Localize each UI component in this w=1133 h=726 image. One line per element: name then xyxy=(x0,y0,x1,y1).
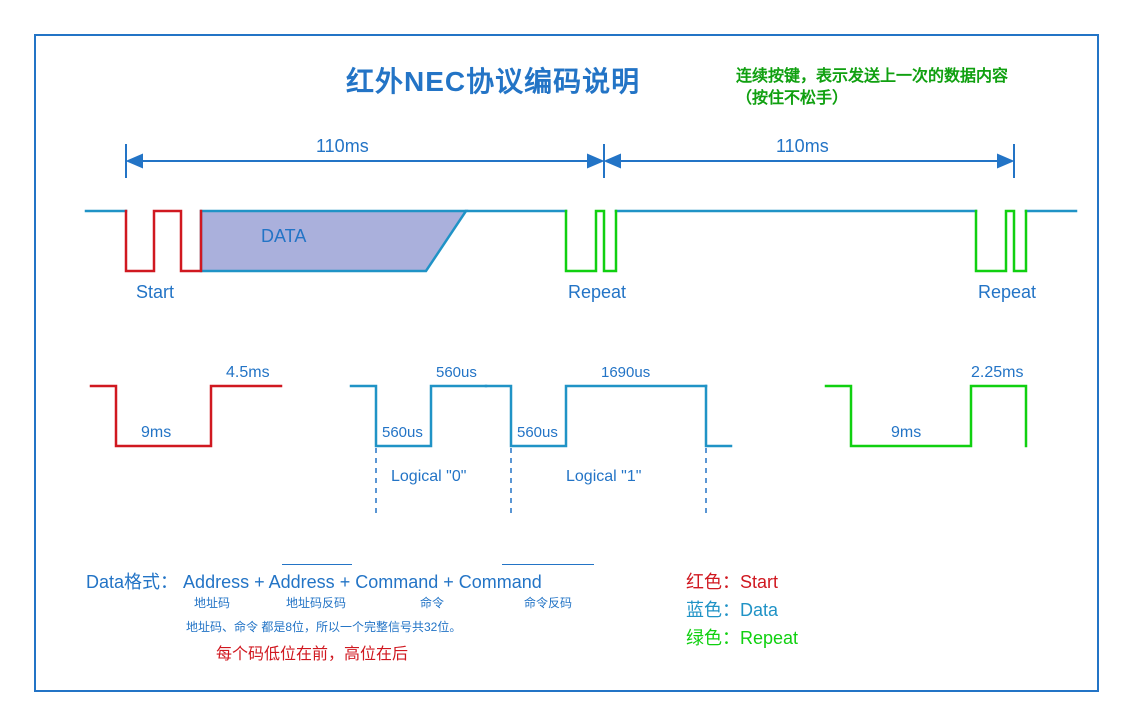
legend-red: 红色：Start xyxy=(686,568,778,594)
df-prefix: Data格式： xyxy=(86,572,178,592)
sub-cmd: 命令 xyxy=(420,594,444,611)
logic1-low-label: 560us xyxy=(517,424,558,441)
df-cmdinv: Command xyxy=(459,572,542,592)
diagram-frame: 红外NEC协议编码说明 连续按键，表示发送上一次的数据内容 （按住不松手） xyxy=(34,34,1099,692)
sub-note: 地址码、命令 都是8位，所以一个完整信号共32位。 xyxy=(186,618,461,635)
start-low-label: 9ms xyxy=(141,424,171,442)
df-cmd: Command xyxy=(355,572,438,592)
repeat-low-label: 9ms xyxy=(891,424,921,442)
sub-cmdinv: 命令反码 xyxy=(524,594,572,611)
logic1-label: Logical "1" xyxy=(566,468,641,486)
lsb-note: 每个码低位在前，高位在后 xyxy=(216,640,408,664)
df-plus1: + xyxy=(254,572,269,592)
overline-cmdinv xyxy=(502,564,594,565)
start-high-label: 4.5ms xyxy=(226,364,270,382)
df-plus2: + xyxy=(340,572,356,592)
data-format-line: Data格式： Address + Address + Command + Co… xyxy=(86,568,542,594)
sub-addrinv: 地址码反码 xyxy=(286,594,346,611)
logic0-high-label: 560us xyxy=(436,364,477,381)
legend-green: 绿色：Repeat xyxy=(686,624,798,650)
df-addrinv: Address xyxy=(269,572,335,592)
logic0-low-label: 560us xyxy=(382,424,423,441)
df-addr: Address xyxy=(183,572,249,592)
sub-addr: 地址码 xyxy=(194,594,230,611)
legend-blue: 蓝色：Data xyxy=(686,596,778,622)
logic0-label: Logical "0" xyxy=(391,468,466,486)
logic1-high-label: 1690us xyxy=(601,364,650,381)
overline-addrinv xyxy=(282,564,352,565)
df-plus3: + xyxy=(443,572,459,592)
repeat-high-label: 2.25ms xyxy=(971,364,1023,382)
